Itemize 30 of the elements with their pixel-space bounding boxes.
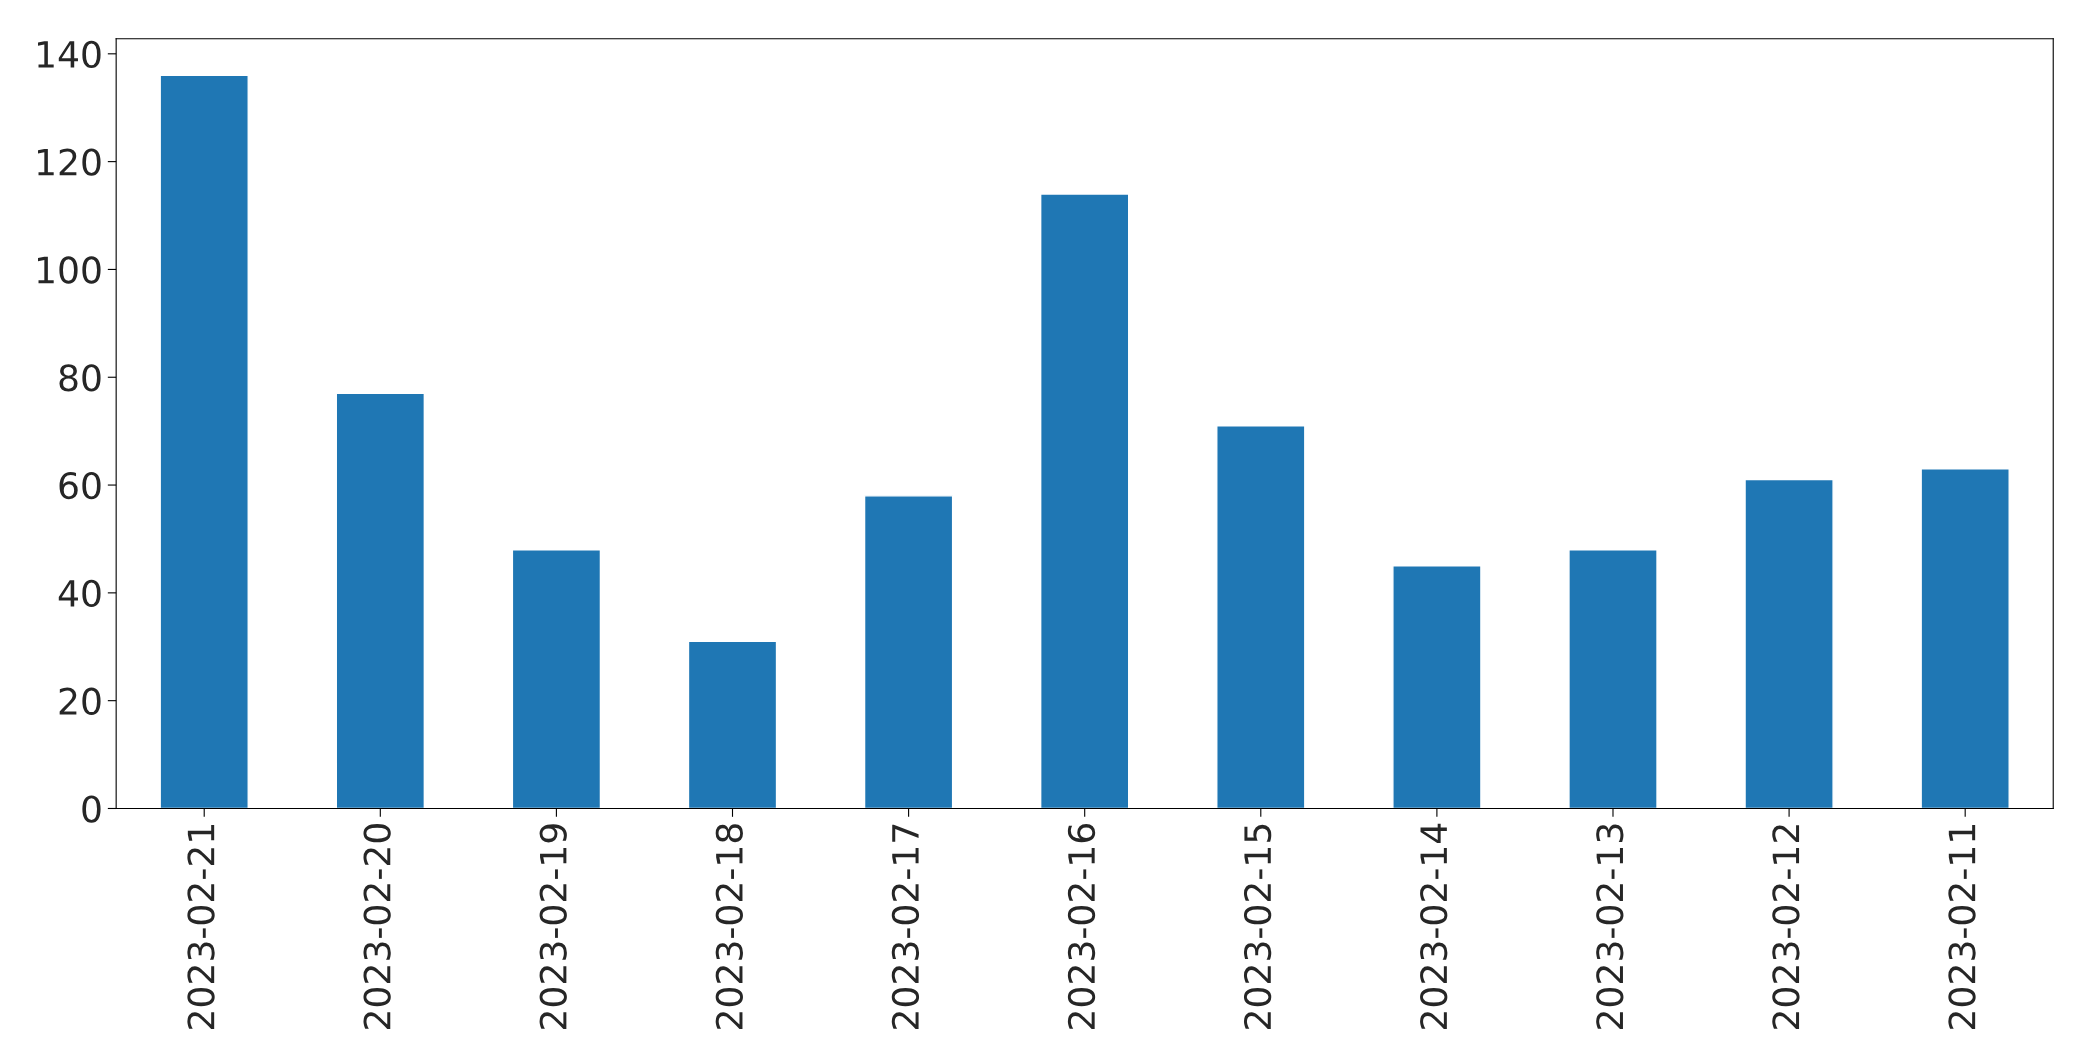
x-tick-label: 2023-02-18 [715, 824, 743, 1029]
bar [1744, 478, 1834, 809]
bar [1392, 565, 1482, 809]
x-tick-label: 2023-02-12 [1772, 825, 1800, 1029]
bar [159, 74, 249, 809]
x-tick-label: 2023-02-21 [187, 825, 215, 1029]
bar [687, 640, 778, 809]
y-tick-label: 100 [38, 256, 101, 284]
bar [863, 495, 954, 809]
x-tick-label: 2023-02-16 [1067, 823, 1096, 1029]
y-tick-label: 120 [38, 148, 101, 176]
bar [335, 392, 426, 809]
x-tick-label: 2023-02-11 [1948, 825, 1976, 1029]
y-tick-label: 40 [58, 579, 101, 608]
y-tick-label: 60 [59, 471, 101, 500]
y-tick-label: 20 [59, 687, 101, 715]
x-tick-label: 2023-02-14 [1420, 823, 1448, 1029]
bar [1920, 468, 2010, 809]
y-tick-label: 80 [59, 364, 101, 392]
bar [1039, 193, 1130, 809]
x-tick-label: 2023-02-13 [1596, 824, 1624, 1029]
x-tick-label: 2023-02-20 [363, 824, 391, 1029]
bar [1216, 425, 1306, 809]
x-tick-label: 2023-02-19 [539, 824, 567, 1029]
x-tick-label: 2023-02-17 [891, 824, 920, 1029]
bar [511, 549, 602, 809]
y-tick-label: 140 [38, 40, 101, 69]
y-tick-label: 0 [82, 795, 101, 823]
x-tick-label: 2023-02-15 [1243, 824, 1272, 1029]
bar [1568, 549, 1658, 809]
